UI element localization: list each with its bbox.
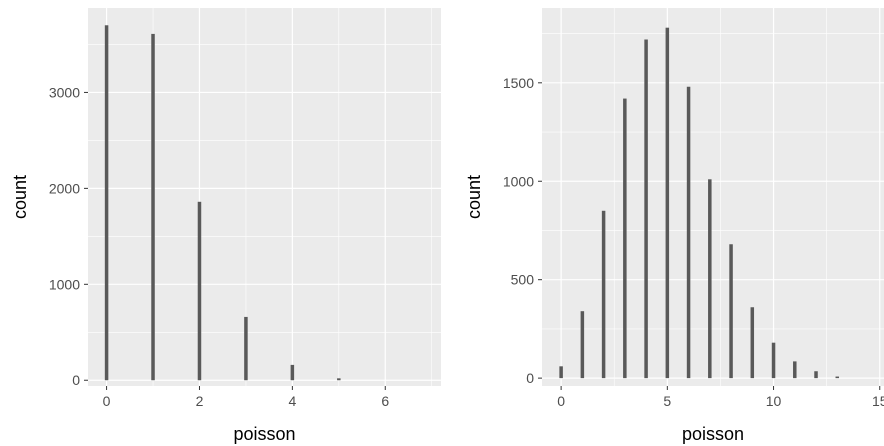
bar-x-1 [151,33,155,381]
bar-x-1 [580,311,585,379]
chart-panel-2: 0 500 1000 1500 0 5 10 15 poisson count [464,8,884,444]
plot-background [88,8,441,386]
bar-x-0 [559,366,563,379]
bar-x-10 [771,342,776,379]
bar-x-4 [290,364,295,381]
x-tick-label: 10 [766,393,782,409]
y-tick-label: 500 [511,272,535,288]
x-tick-label: 4 [288,393,296,409]
bar-x-2 [601,210,606,379]
bar-x-5 [337,378,341,381]
bar-x-4 [644,39,648,379]
x-axis-title: poisson [682,424,744,444]
plot-background [542,8,884,386]
y-tick-label: 3000 [49,84,80,100]
chart-panel-1: 0 1000 2000 3000 0 2 4 6 poisson count [10,8,441,444]
bar-x-3 [623,98,627,379]
bar-x-7 [708,179,712,379]
y-tick-label: 1500 [503,75,534,91]
x-axis-title: poisson [233,424,295,444]
y-tick-label: 1000 [49,276,80,292]
y-tick-label: 0 [72,372,80,388]
bar-x-5 [665,27,670,379]
x-tick-label: 5 [663,393,671,409]
bar-x-13 [835,376,840,379]
x-tick-label: 0 [103,393,111,409]
bar-x-3 [244,316,248,381]
y-tick-label: 0 [526,370,534,386]
x-tick-label: 6 [381,393,389,409]
bar-x-12 [814,371,818,379]
y-tick-label: 1000 [503,173,534,189]
x-tick-label: 2 [196,393,204,409]
bar-x-8 [729,244,733,379]
x-tick-label: 15 [872,393,884,409]
y-axis-title: count [464,175,484,219]
bar-x-2 [197,201,202,381]
bar-x-0 [104,25,109,381]
bar-x-11 [793,361,797,379]
y-axis-title: count [10,175,30,219]
y-tick-label: 2000 [49,180,80,196]
x-tick-label: 0 [557,393,565,409]
bar-x-9 [750,307,755,379]
bar-x-6 [686,86,691,379]
